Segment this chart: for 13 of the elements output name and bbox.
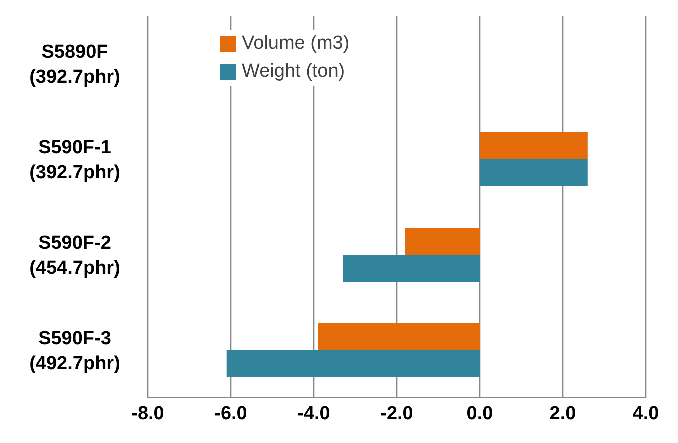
x-tick-label: -8.0 <box>132 403 164 424</box>
legend-label: Volume (m3) <box>242 32 350 56</box>
y-tick-label: S5890F (392.7phr) <box>30 42 120 88</box>
y-tick-label: S590F-3 (492.7phr) <box>30 328 120 374</box>
legend-label: Weight (ton) <box>242 60 346 84</box>
x-tick-label: -6.0 <box>214 403 248 424</box>
y-tick-label: S590F-2 (454.7phr) <box>30 232 120 279</box>
y-tick-label: S590F-1 (392.7phr) <box>30 137 120 184</box>
x-tick-label: 2.0 <box>550 403 576 424</box>
x-tick-label: -4.0 <box>298 403 330 424</box>
x-tick-label: 0.0 <box>466 403 494 424</box>
x-tick-label: -2.0 <box>380 403 414 424</box>
x-tick-label: 4.0 <box>632 403 660 424</box>
